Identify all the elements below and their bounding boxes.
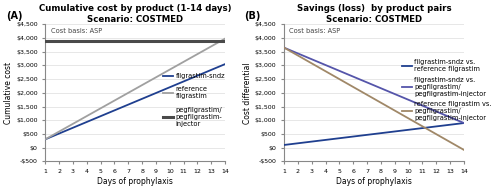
Y-axis label: Cost differential: Cost differential	[243, 62, 252, 124]
X-axis label: Days of prophylaxis: Days of prophylaxis	[97, 177, 173, 186]
Title: Cumulative cost by product (1-14 days)
Scenario: COSTMED: Cumulative cost by product (1-14 days) S…	[39, 4, 232, 24]
Text: Cost basis: ASP: Cost basis: ASP	[290, 28, 341, 34]
Text: Cost basis: ASP: Cost basis: ASP	[50, 28, 102, 34]
Text: (B): (B)	[244, 11, 261, 21]
Title: Savings (loss)  by product pairs
Scenario: COSTMED: Savings (loss) by product pairs Scenario…	[296, 4, 452, 24]
Legend: filgrastim-sndz vs.
reference filgrastim, filgrastim-sndz vs.
pegfilgrastim/
peg: filgrastim-sndz vs. reference filgrastim…	[399, 56, 494, 124]
Y-axis label: Cumulative cost: Cumulative cost	[4, 62, 13, 124]
Text: (A): (A)	[6, 11, 22, 21]
X-axis label: Days of prophylaxis: Days of prophylaxis	[336, 177, 412, 186]
Legend: filgrastim-sndz, reference
filgrastim, pegfilgrastim/
pegfilgrastim-
injector: filgrastim-sndz, reference filgrastim, p…	[160, 70, 228, 129]
